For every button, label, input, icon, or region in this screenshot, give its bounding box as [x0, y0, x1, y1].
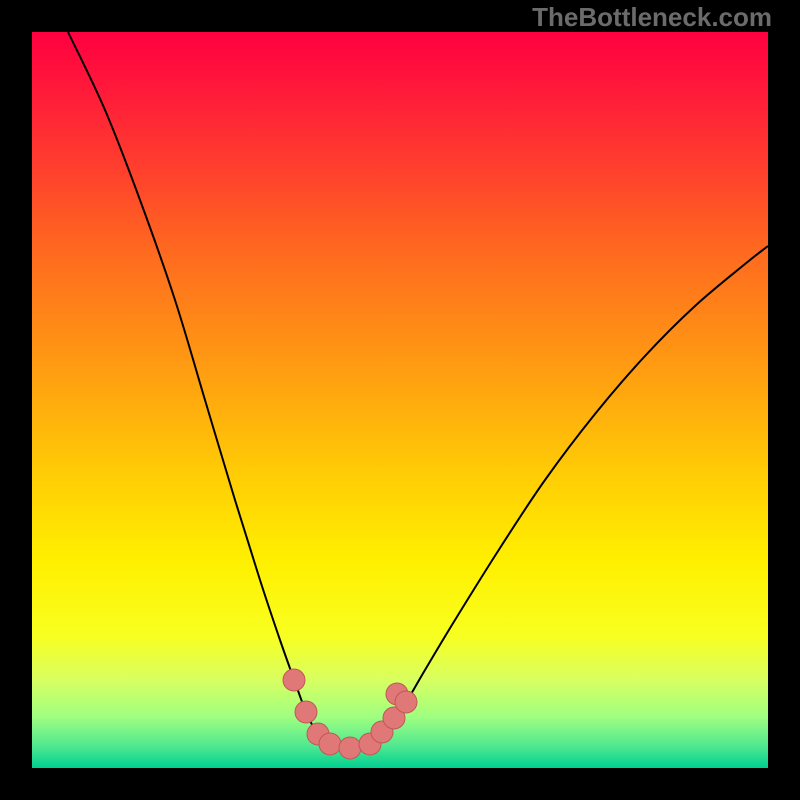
dot-4	[339, 737, 361, 759]
dot-3	[319, 733, 341, 755]
dot-9	[395, 691, 417, 713]
plot-area	[32, 32, 768, 768]
chart-container: TheBottleneck.com	[0, 0, 800, 800]
bottleneck-chart	[0, 0, 800, 800]
dot-1	[295, 701, 317, 723]
dot-0	[283, 669, 305, 691]
